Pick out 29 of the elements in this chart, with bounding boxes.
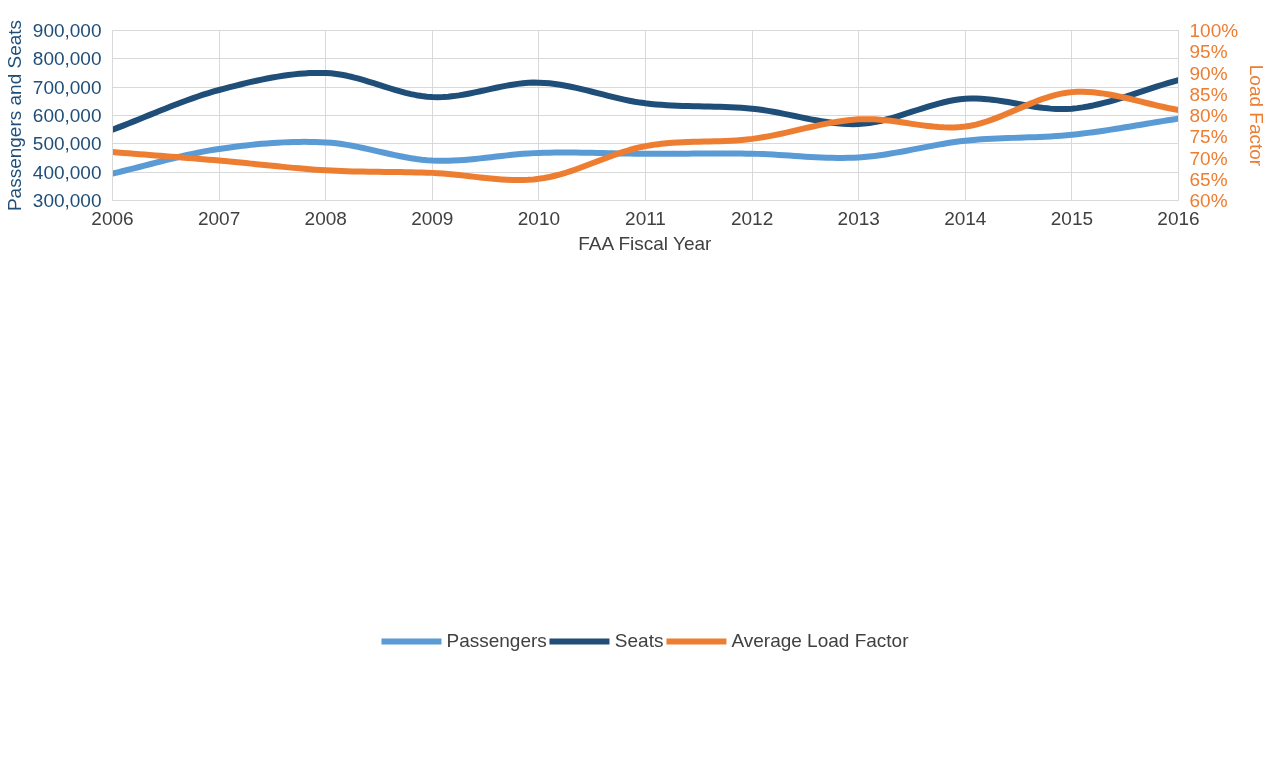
y2-tick-label: 65% [1189, 168, 1228, 190]
x-tick-label: 2012 [730, 207, 774, 229]
legend-label: Average Load Factor [731, 629, 909, 652]
y2-tick-label: 85% [1189, 83, 1228, 105]
x-tick-label: 2007 [197, 207, 241, 229]
x-axis-title: FAA Fiscal Year [578, 232, 713, 254]
y2-tick-label: 90% [1189, 62, 1228, 84]
x-tick-label: 2009 [411, 207, 454, 229]
legend-label: Passengers [446, 629, 547, 652]
legend-label: Seats [614, 629, 664, 652]
x-tick-label: 2008 [304, 207, 347, 229]
y2-tick-label: 95% [1189, 41, 1228, 63]
y-tick-label: 900,000 [32, 20, 102, 41]
x-tick-label: 2013 [837, 207, 880, 229]
x-tick-label: 2010 [517, 207, 561, 229]
y2-axis-title: Load Factor [1246, 64, 1268, 167]
y-tick-label: 400,000 [32, 161, 102, 183]
x-tick-label: 2015 [1050, 207, 1094, 229]
x-tick-label: 2014 [944, 207, 987, 229]
y-tick-label: 500,000 [32, 133, 102, 155]
y2-tick-label: 100% [1189, 20, 1239, 41]
y2-tick-label: 80% [1189, 105, 1228, 126]
y-axis-title: Passengers and Seats [3, 19, 25, 212]
y-tick-label: 700,000 [32, 76, 102, 98]
y2-tick-label: 70% [1189, 147, 1228, 169]
y-tick-label: 600,000 [32, 105, 102, 126]
y2-tick-label: 75% [1189, 126, 1228, 148]
y-tick-label: 800,000 [32, 48, 102, 70]
x-tick-label: 2011 [625, 207, 666, 229]
